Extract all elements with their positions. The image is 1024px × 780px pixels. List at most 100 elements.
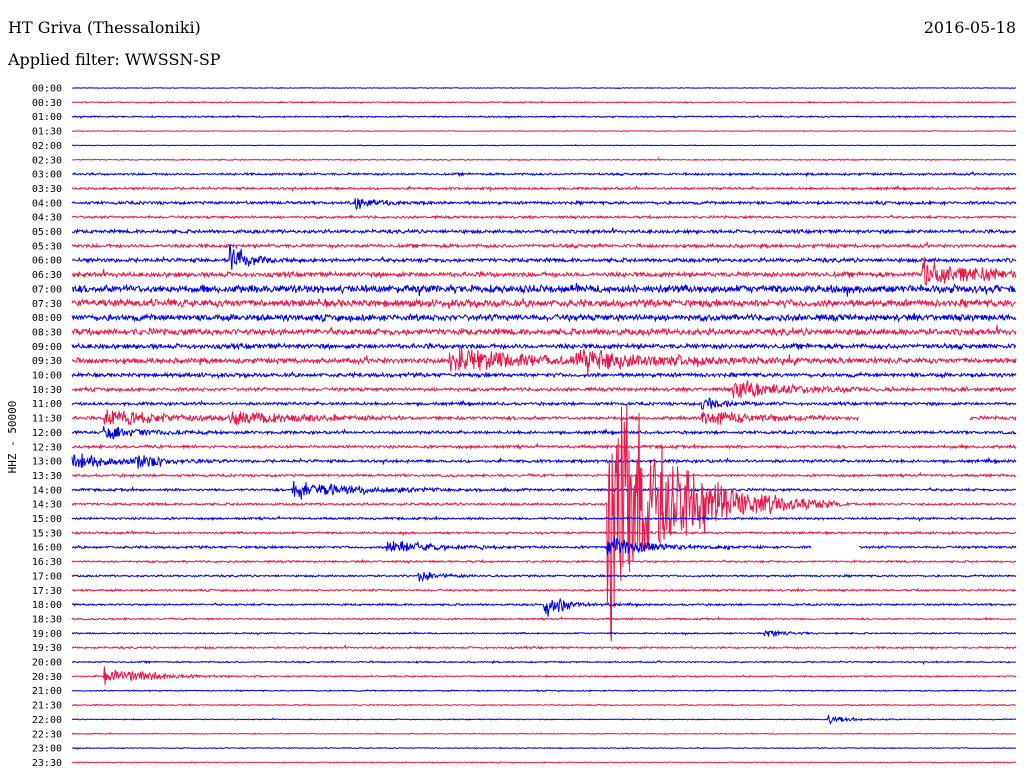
seismic-trace <box>71 629 1017 638</box>
seismic-trace <box>71 170 1017 178</box>
time-tick-label: 14:30 <box>32 500 62 511</box>
time-tick-label: 15:00 <box>32 514 62 525</box>
seismic-trace <box>71 746 1016 750</box>
seismic-trace <box>71 571 1017 583</box>
seismic-trace <box>71 480 1017 500</box>
seismic-trace <box>71 558 1017 564</box>
trace-group <box>71 86 1017 764</box>
seismic-trace <box>71 453 1017 469</box>
time-tick-label: 02:00 <box>32 141 62 152</box>
seismic-trace <box>71 184 1016 193</box>
time-tick-label: 08:30 <box>32 327 62 338</box>
time-tick-label: 21:00 <box>32 686 62 697</box>
time-tick-label: 05:00 <box>32 227 62 238</box>
seismic-trace <box>71 370 1017 380</box>
seismic-trace <box>71 114 1017 120</box>
seismic-trace <box>71 227 1017 236</box>
station-title: HT Griva (Thessaloniki) <box>8 18 201 37</box>
seismic-trace <box>71 442 1017 451</box>
seismic-trace <box>71 643 1017 651</box>
seismic-trace <box>71 397 1017 411</box>
seismic-trace <box>72 86 1017 90</box>
seismic-trace <box>71 256 1017 287</box>
time-tick-label: 23:30 <box>32 758 62 769</box>
time-tick-label: 04:00 <box>32 198 62 209</box>
time-tick-label: 16:00 <box>32 543 62 554</box>
time-tick-label: 17:00 <box>32 571 62 582</box>
seismic-trace <box>71 380 1017 399</box>
time-tick-label: 01:00 <box>32 112 62 123</box>
seismic-trace <box>71 731 1017 736</box>
time-tick-label: 16:30 <box>32 557 62 568</box>
time-tick-label: 03:30 <box>32 184 62 195</box>
time-tick-label: 09:30 <box>32 356 62 367</box>
seismic-trace <box>71 129 1017 133</box>
filter-label: Applied filter: WWSSN-SP <box>8 50 221 69</box>
time-tick-label: 07:30 <box>32 299 62 310</box>
seismic-trace <box>71 100 1017 105</box>
time-label-group: 00:00 00:30 01:00 01:30 02:00 02:30 03:00 03:30… <box>32 84 62 769</box>
seismic-trace <box>71 324 1017 337</box>
seismic-trace <box>71 471 1017 479</box>
time-tick-label: 13:30 <box>32 471 62 482</box>
seismic-trace <box>71 426 1017 440</box>
time-tick-label: 00:30 <box>32 98 62 109</box>
time-tick-label: 11:00 <box>32 399 62 410</box>
record-date: 2016-05-18 <box>923 18 1016 37</box>
seismic-trace <box>71 514 1017 522</box>
time-tick-label: 12:30 <box>32 442 62 453</box>
time-tick-label: 18:00 <box>32 600 62 611</box>
seismic-trace <box>71 761 1017 764</box>
seismic-trace <box>71 587 1017 593</box>
time-tick-label: 20:00 <box>32 658 62 669</box>
time-tick-label: 01:30 <box>32 127 62 138</box>
seismic-trace <box>71 144 1017 147</box>
seismic-trace <box>71 404 1017 642</box>
seismic-trace <box>71 342 1017 352</box>
time-tick-label: 12:00 <box>32 428 62 439</box>
seismic-trace <box>71 312 1017 324</box>
seismic-trace <box>71 213 1017 221</box>
time-tick-label: 19:00 <box>32 629 62 640</box>
seismic-trace <box>71 689 1017 693</box>
time-tick-label: 13:00 <box>32 457 62 468</box>
seismic-trace <box>71 666 1017 685</box>
time-tick-label: 05:30 <box>32 241 62 252</box>
time-tick-label: 17:30 <box>32 586 62 597</box>
time-tick-label: 10:30 <box>32 385 62 396</box>
seismic-trace <box>71 198 1017 211</box>
seismic-trace <box>969 414 1017 422</box>
seismic-trace <box>71 530 1017 537</box>
seismic-trace <box>71 297 1017 309</box>
seismic-trace <box>71 714 1017 725</box>
time-tick-label: 23:00 <box>32 744 62 755</box>
seismic-trace <box>71 597 1017 617</box>
seismic-trace <box>71 409 859 426</box>
time-tick-label: 02:30 <box>32 155 62 166</box>
seismic-trace <box>72 659 1017 666</box>
seismic-trace <box>71 240 1017 250</box>
seismic-trace <box>71 535 812 556</box>
time-tick-label: 15:30 <box>32 528 62 539</box>
seismic-trace <box>71 347 1017 375</box>
time-tick-label: 03:00 <box>32 170 62 181</box>
seismic-trace <box>71 703 1017 707</box>
time-tick-label: 22:00 <box>32 715 62 726</box>
time-tick-label: 04:30 <box>32 213 62 224</box>
time-tick-label: 11:30 <box>32 414 62 425</box>
time-tick-label: 19:30 <box>32 643 62 654</box>
time-tick-label: 07:00 <box>32 284 62 295</box>
time-tick-label: 20:30 <box>32 672 62 683</box>
time-tick-label: 10:00 <box>32 371 62 382</box>
time-tick-label: 14:00 <box>32 485 62 496</box>
seismic-trace <box>71 157 1017 162</box>
time-tick-label: 22:30 <box>32 729 62 740</box>
time-tick-label: 21:30 <box>32 701 62 712</box>
seismic-trace <box>71 244 1017 270</box>
time-tick-label: 00:00 <box>32 84 62 95</box>
seismic-trace <box>858 545 1017 550</box>
seismic-trace <box>71 283 1017 297</box>
time-tick-label: 09:00 <box>32 342 62 353</box>
